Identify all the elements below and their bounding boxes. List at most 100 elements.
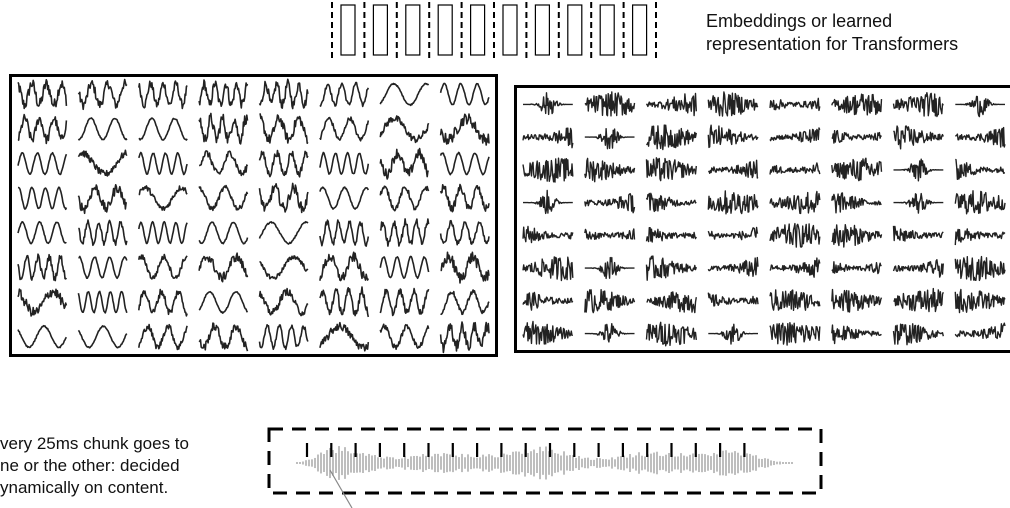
waveform-tile [707,292,759,307]
waveform-tile [439,113,490,146]
waveform-tile [379,115,430,144]
waveform-tile [769,97,821,112]
waveform-tile [584,323,635,343]
waveform-tile [645,192,697,213]
waveform-tile [892,259,944,278]
waveform-tile [199,150,249,177]
waveform-tile [523,92,573,116]
waveform-tile [439,82,490,106]
chunk-caption: very 25ms chunk goes to ne or the other:… [0,433,189,499]
waveform-tile [645,92,697,117]
waveform-tile [831,129,882,144]
waveform-tile [259,112,309,144]
waveform-tile [439,151,490,176]
waveform-tile [955,158,1005,180]
waveform-tile [77,78,128,111]
waveform-tile [769,127,821,143]
waveform-tile [892,323,944,346]
waveform-tile [77,325,128,349]
waveform-tile [892,225,944,242]
waveform-tile [584,228,636,240]
waveform-tile [138,323,188,351]
waveform-tile [893,192,944,214]
embedding-cell [632,4,648,56]
waveform-tile [77,117,128,141]
waveform-tile [831,224,883,248]
waveform-tile [645,227,697,243]
waveform-tile [258,220,309,245]
waveform-tile [646,291,697,314]
waveform-tile [138,185,188,211]
waveform-tile [769,162,821,175]
waveform-tile [769,289,821,311]
waveform-tile [319,321,370,352]
waveform-tile [707,124,759,149]
waveform-tile [954,126,1006,148]
waveform-tile [17,220,67,245]
right-waveform-grid [522,91,1006,347]
waveform-tile [198,290,249,314]
waveform-tile [954,322,1006,340]
waveform-tile [584,91,636,117]
waveform-tile [198,221,249,245]
waveform-tile [319,186,370,210]
waveform-tile [17,324,68,349]
waveform-tile [831,93,883,116]
waveform-tile [831,324,882,345]
waveform-tile [708,323,758,345]
waveform-tile [379,218,430,247]
waveform-tile [258,324,309,351]
waveform-tile [645,124,697,151]
embedding-caption-line2: representation for Transformers [706,34,959,54]
waveform-tile [440,251,490,284]
chunk-caption-line2: ne or the other: decided [0,456,180,475]
embedding-cell [405,4,421,56]
waveform-tile [769,322,821,346]
waveform-tile [584,256,635,280]
waveform-tile [78,255,128,280]
waveform-tile [379,323,430,350]
waveform-tile [584,193,636,214]
waveform-tile [439,321,490,354]
waveform-tile [198,184,249,212]
waveform-tile [645,321,697,347]
waveform-tile [707,91,759,117]
embedding-cell [470,4,486,56]
waveform-tile [17,79,68,110]
waveform-tile [319,81,370,108]
waveform-tile [707,159,759,179]
waveform-tile [769,222,821,248]
waveform-tile [707,190,759,215]
embedding-cell [534,4,550,56]
waveform-tile [893,287,944,313]
waveform-tile [892,92,944,118]
embedding-caption-line1: Embeddings or learned [706,11,893,31]
learned-waveform-panel-left [9,74,498,357]
waveform-tile [77,149,128,177]
embedding-cell [437,4,453,56]
waveform-tile [379,82,430,107]
waveform-tile [138,253,188,280]
waveform-tile [707,226,759,241]
waveform-tile [379,185,430,212]
waveform-tile [831,192,882,214]
embedding-strip [331,2,657,58]
waveform-tile [584,127,635,150]
waveform-tile [17,151,68,176]
waveform-tile [319,286,370,318]
waveform-tile [523,189,573,215]
waveform-tile [769,257,821,278]
waveform-tile [892,125,944,150]
audio-signal-box [267,427,823,495]
waveform-tile [259,255,309,280]
waveform-tile [522,320,574,345]
waveform-tile [78,219,128,247]
waveform-tile [258,78,309,110]
chunk-caption-line3: ynamically on content. [0,478,169,497]
waveform-tile [198,112,249,145]
waveform-tile [77,184,128,215]
waveform-tile [439,183,490,213]
waveform-tile [138,151,188,176]
waveform-tile [319,116,370,142]
waveform-tile [954,228,1006,246]
